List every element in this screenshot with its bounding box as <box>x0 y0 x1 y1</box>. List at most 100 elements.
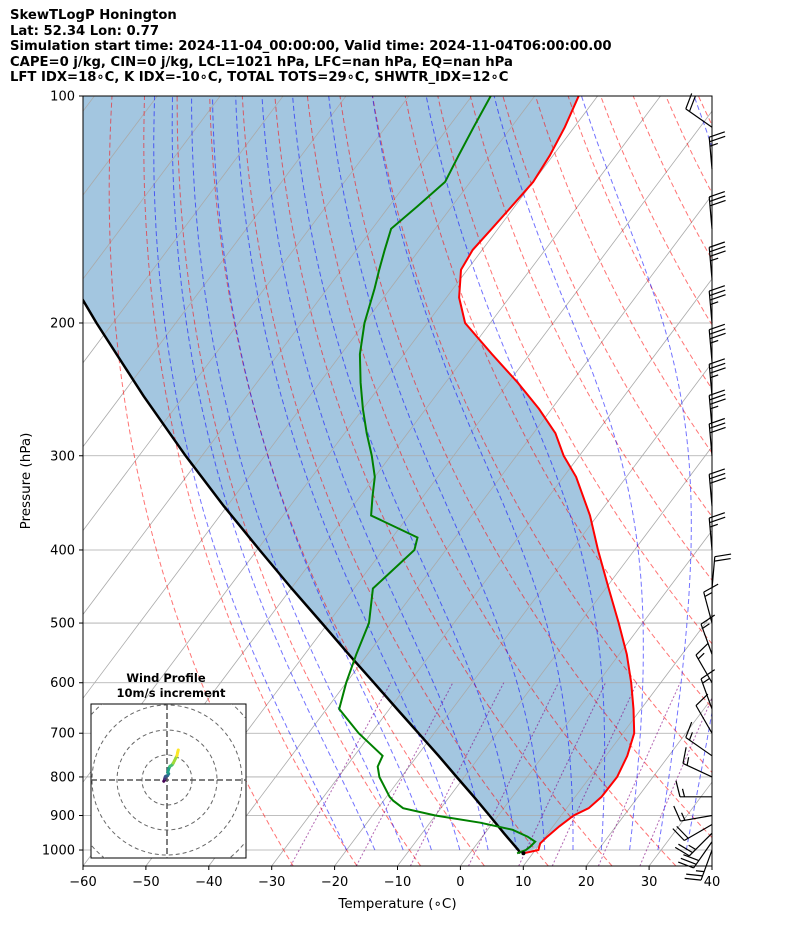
mixing-ratio-line <box>597 682 681 866</box>
wind-barb <box>711 553 732 589</box>
wind-barb <box>708 190 726 229</box>
wind-barb <box>700 669 716 710</box>
dry-adiabat <box>339 96 712 839</box>
x-tick-label: 20 <box>578 875 595 890</box>
indices-text: LFT IDX=18∘C, K IDX=-10∘C, TOTAL TOTS=29… <box>10 70 509 85</box>
dry-adiabat <box>632 96 712 261</box>
y-tick-label: 100 <box>50 90 75 105</box>
dry-adiabat <box>274 96 613 866</box>
hodograph-inset <box>90 703 247 859</box>
wind-barb <box>684 849 713 881</box>
moist-adiabat <box>371 96 574 850</box>
x-tick-label: 10 <box>515 875 532 890</box>
isotherm <box>83 96 221 280</box>
isotherm <box>334 362 712 866</box>
isotherm <box>83 96 284 364</box>
hodograph-subtitle: 10m/s increment <box>117 686 226 700</box>
x-tick-label: −40 <box>195 875 222 890</box>
dry-adiabat <box>372 96 712 774</box>
x-tick-label: −20 <box>321 875 348 890</box>
dry-adiabat <box>209 96 485 866</box>
isotherm <box>83 96 473 616</box>
isotherm <box>83 96 347 448</box>
moist-adiabat <box>493 96 644 851</box>
y-tick-label: 700 <box>50 727 75 742</box>
dry-adiabat <box>241 96 549 866</box>
chart-title: SkewTLogP Honington <box>10 8 177 23</box>
wind-barb <box>708 468 726 507</box>
mixing-ratio-line <box>468 682 559 866</box>
x-tick-label: −60 <box>69 875 96 890</box>
x-tick-label: −10 <box>384 875 411 890</box>
wind-barbs <box>672 93 732 881</box>
moist-adiabat <box>685 96 712 851</box>
wind-barb <box>700 614 716 655</box>
isotherm <box>648 781 712 866</box>
y-tick-label: 400 <box>50 543 75 558</box>
wind-barb <box>682 747 713 778</box>
wind-barb <box>678 841 713 869</box>
dry-adiabat <box>600 96 712 326</box>
location-text: Lat: 52.34 Lon: 0.77 <box>10 23 160 39</box>
x-tick-label: −30 <box>258 875 285 890</box>
moist-adiabat <box>715 96 794 850</box>
wind-barb <box>708 285 726 324</box>
wind-barb <box>708 512 726 551</box>
x-tick-label: −50 <box>132 875 159 890</box>
y-tick-label: 300 <box>50 449 75 464</box>
isotherm <box>460 529 712 866</box>
moist-adiabat <box>212 96 432 851</box>
wind-barb <box>674 832 713 857</box>
y-tick-label: 600 <box>50 676 75 691</box>
dry-adiabat <box>143 96 358 866</box>
x-tick-label: 30 <box>641 875 658 890</box>
dry-adiabat <box>176 96 422 866</box>
y-tick-label: 900 <box>50 809 75 824</box>
y-tick-label: 500 <box>50 617 75 632</box>
cape-text: CAPE=0 j/kg, CIN=0 j/kg, LCL=1021 hPa, L… <box>10 54 513 70</box>
wind-barb <box>675 780 712 798</box>
isotherm <box>83 96 410 532</box>
mixing-ratio-line <box>355 682 454 866</box>
isotherm <box>522 613 712 866</box>
wind-barb <box>685 93 713 128</box>
moist-adiabat <box>235 96 461 851</box>
x-tick-label: 0 <box>456 875 464 890</box>
mixing-ratio-line <box>639 697 712 866</box>
moist-adiabat <box>743 96 794 850</box>
temperature-line <box>458 96 636 855</box>
wind-barb <box>695 643 713 684</box>
parcel-profile-line <box>83 297 522 854</box>
wind-barb <box>703 583 719 624</box>
lcl-marker <box>521 851 526 856</box>
moist-adiabat <box>292 96 517 851</box>
dry-adiabat <box>567 96 712 390</box>
wind-barb <box>685 721 713 757</box>
y-tick-label: 1000 <box>42 844 75 859</box>
wind-barb <box>708 358 726 397</box>
y-tick-label: 800 <box>50 770 75 785</box>
y-axis-label: Pressure (hPa) <box>18 433 34 530</box>
chart-header: SkewTLogP Honington Lat: 52.34 Lon: 0.77… <box>10 8 612 86</box>
isotherm <box>585 697 712 866</box>
wind-barb <box>695 693 713 734</box>
mixing-ratio-line <box>551 682 638 866</box>
moist-adiabat <box>171 96 376 851</box>
time-text: Simulation start time: 2024-11-04_00:00:… <box>10 39 612 54</box>
moist-adiabat <box>153 96 348 851</box>
dry-adiabat <box>437 96 712 645</box>
dewpoint-line <box>338 96 537 855</box>
dry-adiabat <box>306 96 677 866</box>
dry-adiabat <box>697 96 712 127</box>
x-tick-label: 40 <box>704 875 721 890</box>
isotherm <box>208 194 712 866</box>
mixing-ratio-line <box>518 682 606 866</box>
hodograph-title: Wind Profile <box>126 671 206 685</box>
dry-adiabat <box>502 96 712 518</box>
moist-adiabat <box>581 96 692 851</box>
dry-adiabat <box>764 96 794 866</box>
moist-adiabat <box>191 96 404 851</box>
moist-adiabat <box>425 96 606 851</box>
isotherm <box>83 96 95 112</box>
